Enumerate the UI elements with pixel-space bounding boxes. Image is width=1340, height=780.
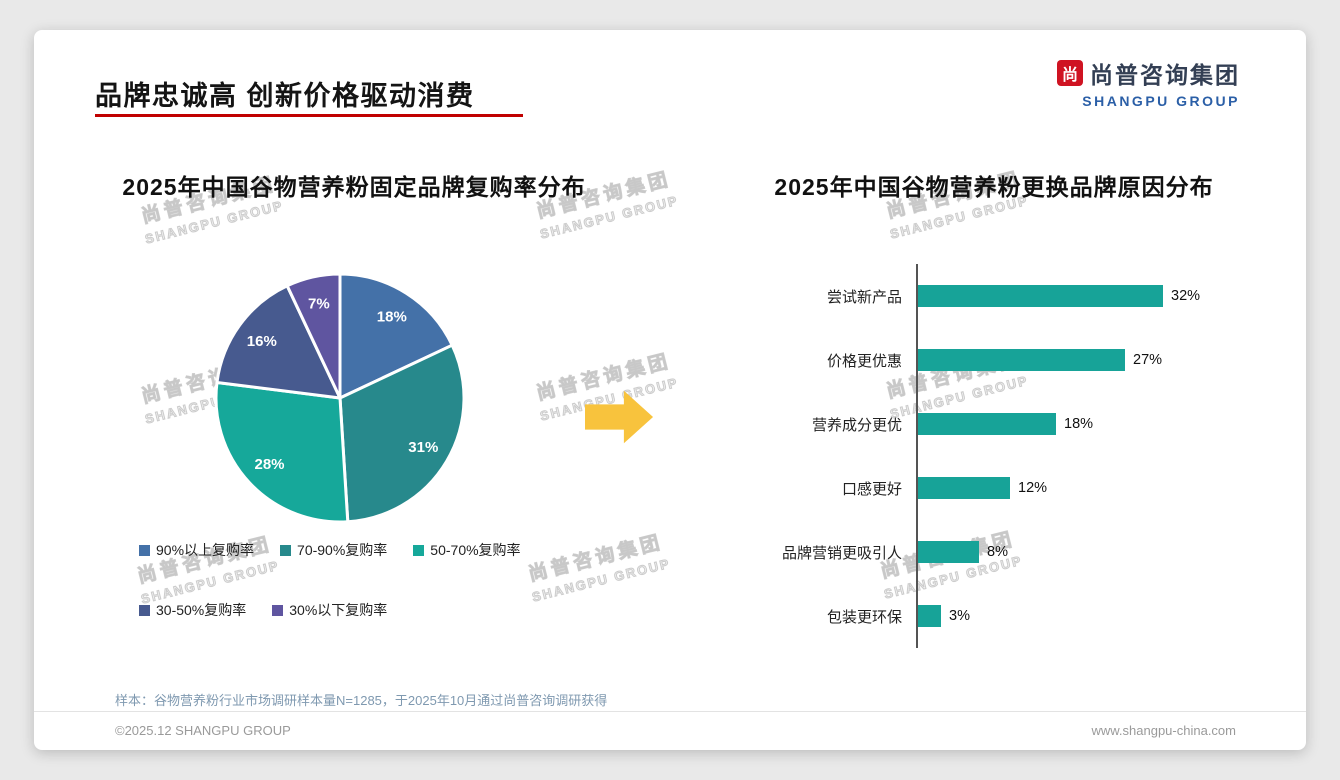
bar-row: 营养成分更优 18% xyxy=(734,392,1264,456)
pie-slice-label: 31% xyxy=(408,439,438,456)
pie-slice-label: 18% xyxy=(377,308,407,325)
bar xyxy=(918,541,979,563)
legend-item: 90%以上复购率 xyxy=(139,540,254,560)
bar xyxy=(918,477,1010,499)
legend-swatch xyxy=(139,544,150,556)
bar-chart: 尝试新产品 32% 价格更优惠 27% 营养成分更优 18% 口感更好 12% 品牌营销更吸引人… xyxy=(734,264,1264,648)
bar-value-label: 32% xyxy=(1171,288,1201,304)
pie-slice xyxy=(214,380,350,524)
bar-row: 价格更优惠 27% xyxy=(734,328,1264,392)
legend-label: 30-50%复购率 xyxy=(156,602,247,618)
footer-divider xyxy=(34,711,1306,712)
logo-mark-icon: 尚 xyxy=(1057,60,1083,86)
arrow-shape xyxy=(585,390,654,444)
website-text: www.shangpu-china.com xyxy=(1091,723,1236,738)
pie-slice-label: 16% xyxy=(247,333,277,350)
legend-item: 70-90%复购率 xyxy=(280,540,387,560)
logo-en-text: SHANGPU GROUP xyxy=(1082,93,1240,109)
pie-slice xyxy=(338,272,454,400)
bar-value-label: 12% xyxy=(1018,480,1048,496)
bar-area: 8% xyxy=(916,520,1264,584)
bar-area: 27% xyxy=(916,328,1264,392)
pie-slice xyxy=(338,343,466,524)
pie-slice xyxy=(215,284,342,400)
bar-area: 12% xyxy=(916,456,1264,520)
legend-swatch xyxy=(280,544,292,556)
bar-value-label: 18% xyxy=(1064,416,1094,432)
logo: 尚 尚普咨询集团 SHANGPU GROUP xyxy=(1057,56,1240,109)
arrow-right-icon xyxy=(585,390,654,444)
bar-row: 尝试新产品 32% xyxy=(734,264,1264,328)
pie-slice-label: 7% xyxy=(308,296,330,313)
legend-item: 30%以下复购率 xyxy=(272,600,387,620)
legend-swatch xyxy=(272,604,284,616)
legend-label: 50-70%复购率 xyxy=(430,542,521,558)
bar-category-label: 价格更优惠 xyxy=(826,352,902,370)
bar xyxy=(918,605,941,627)
bar-value-label: 3% xyxy=(949,608,970,624)
title-underline xyxy=(95,114,523,117)
bar-row: 品牌营销更吸引人 8% xyxy=(734,520,1264,584)
pie-chart-title: 2025年中国谷物营养粉固定品牌复购率分布 xyxy=(122,174,586,200)
slide-card: 尚普咨询集团 SHANGPU GROUP 尚普咨询集团 SHANGPU GROUP 尚普… xyxy=(34,30,1306,750)
legend-label: 90%以上复购率 xyxy=(156,542,255,558)
logo-cn-text: 尚普咨询集团 xyxy=(1090,62,1240,88)
bar-chart-title: 2025年中国谷物营养粉更换品牌原因分布 xyxy=(774,174,1214,200)
bar-category-label: 品牌营销更吸引人 xyxy=(781,544,902,562)
bar-area: 18% xyxy=(916,392,1264,456)
bar-category-label: 尝试新产品 xyxy=(826,288,902,306)
legend-item: 50-70%复购率 xyxy=(413,540,521,560)
legend-label: 70-90%复购率 xyxy=(297,542,388,558)
bar-value-label: 27% xyxy=(1133,352,1163,368)
page-title: 品牌忠诚高 创新价格驱动消费 xyxy=(95,81,475,111)
bar xyxy=(918,413,1056,435)
bar-row: 口感更好 12% xyxy=(734,456,1264,520)
bar-category-label: 口感更好 xyxy=(841,480,902,498)
bar-category-label: 营养成分更优 xyxy=(811,416,902,434)
bar-area: 32% xyxy=(916,264,1264,328)
bar-category-label: 包装更环保 xyxy=(826,608,902,626)
legend-swatch xyxy=(139,604,150,616)
pie-chart: 18% 31% 28% 16% 7% xyxy=(214,272,466,524)
bar xyxy=(918,349,1125,371)
pie-slice-label: 28% xyxy=(254,456,284,473)
bar-area: 3% xyxy=(916,584,1264,648)
legend-label: 30%以下复购率 xyxy=(289,602,388,618)
bar-row: 包装更环保 3% xyxy=(734,584,1264,648)
logo-row: 尚 尚普咨询集团 xyxy=(1057,56,1240,90)
bar xyxy=(918,285,1163,307)
legend-item: 30-50%复购率 xyxy=(139,600,246,620)
copyright-text: ©2025.12 SHANGPU GROUP xyxy=(115,723,291,738)
bar-value-label: 8% xyxy=(987,544,1008,560)
pie-legend: 90%以上复购率 70-90%复购率 50-70%复购率 30-50%复购率 30%以下… xyxy=(139,540,619,620)
pie-slice xyxy=(285,272,342,400)
legend-swatch xyxy=(413,544,425,556)
sample-note: 样本：谷物营养粉行业市场调研样本量N=1285，于2025年10月通过尚普咨询调… xyxy=(115,693,608,708)
